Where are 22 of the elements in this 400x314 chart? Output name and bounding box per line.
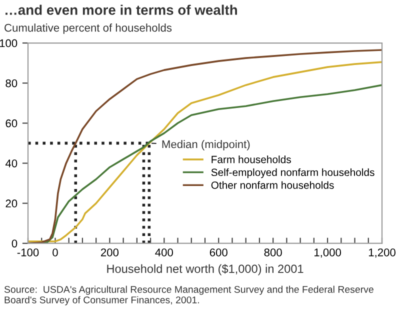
x-tick-label: 1,200 — [368, 248, 396, 258]
annotation: Median (midpoint) — [162, 140, 250, 150]
x-tick-label: 400 — [155, 248, 173, 256]
legend-label: Self-employed nonfarm households — [211, 168, 374, 178]
x-tick-label: 600 — [210, 248, 228, 256]
y-tick-label: 0 — [12, 240, 18, 248]
x-tick-label: -100 — [17, 248, 39, 256]
x-axis-title: Household net worth ($1,000) in 2001 — [107, 264, 304, 276]
source-note: Source: USDA's Agricultural Resource Management Survey and the Federal Reserve Board's Survey of Consumer Finances, 2001. — [4, 286, 374, 306]
x-tick-label: 1,000 — [314, 248, 342, 258]
legend-label: Farm households — [212, 156, 291, 164]
chart-title: …and even more in terms of wealth — [6, 4, 237, 15]
x-tick-label: 0 — [52, 248, 58, 256]
y-tick-label: 20 — [6, 200, 18, 208]
y-tick-label: 60 — [6, 119, 18, 128]
legend-label: Other nonfarm households — [211, 181, 334, 189]
x-tick-label: 800 — [264, 248, 282, 256]
y-tick-label: 40 — [5, 159, 18, 168]
y-tick-label: 100 — [0, 39, 18, 48]
x-tick-label: 200 — [100, 248, 119, 256]
y-tick-label: 80 — [6, 79, 18, 88]
y-axis-title: Cumulative percent of households — [4, 24, 172, 34]
